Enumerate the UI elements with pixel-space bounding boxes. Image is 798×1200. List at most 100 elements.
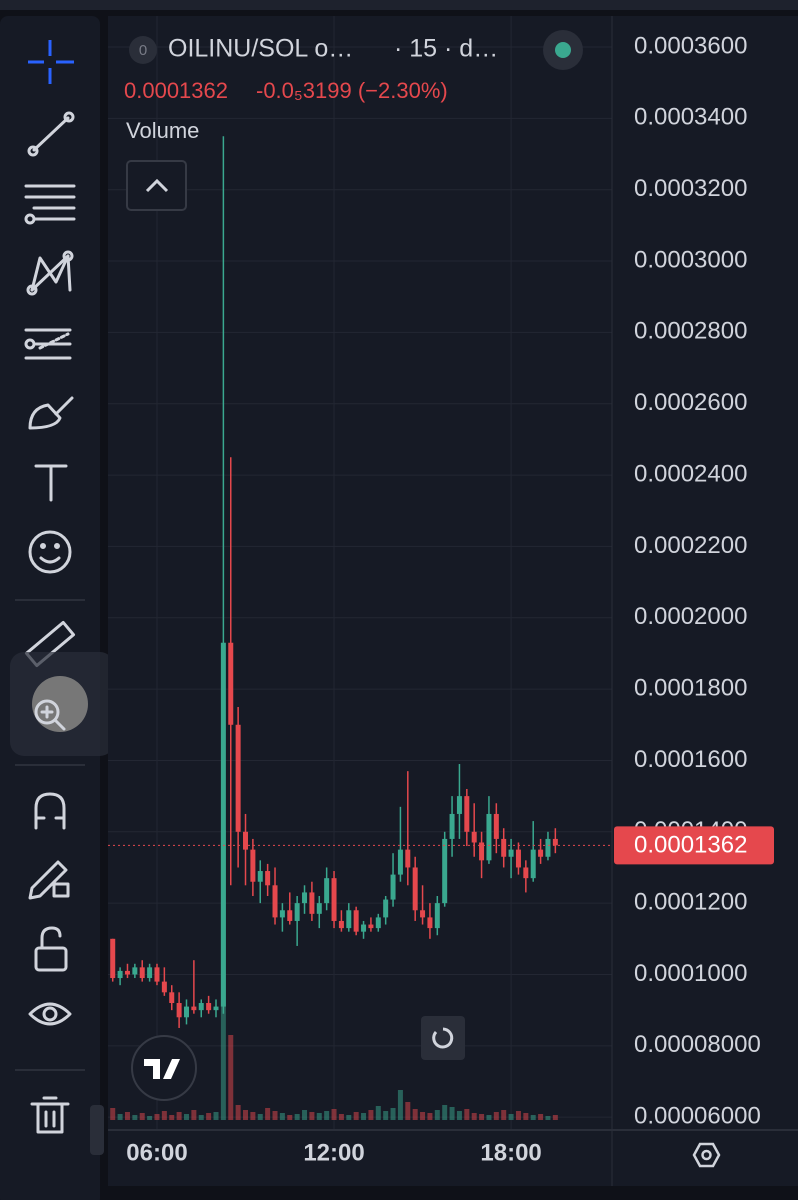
- price-tag-label: 0.0001362: [634, 832, 747, 859]
- candle-body: [228, 642, 234, 725]
- volume-bar: [405, 1102, 411, 1120]
- candle-body: [515, 849, 521, 868]
- candle-body: [243, 831, 249, 850]
- tradingview-logo[interactable]: [131, 1035, 197, 1101]
- candle-body: [132, 967, 138, 975]
- volume-bar: [287, 1115, 293, 1120]
- candle-body: [235, 724, 241, 832]
- x-tick-label: 18:00: [480, 1139, 541, 1166]
- candle-body: [552, 838, 558, 846]
- volume-bar: [316, 1113, 322, 1120]
- volume-bar: [552, 1115, 558, 1120]
- collapse-icon: [145, 178, 169, 193]
- volume-bar: [338, 1114, 344, 1120]
- volume-bar: [147, 1116, 153, 1120]
- candle-body: [316, 903, 322, 914]
- volume-bar: [235, 1105, 241, 1120]
- volume-bar: [213, 1112, 219, 1120]
- volume-bar: [331, 1109, 337, 1120]
- volume-bar: [183, 1114, 189, 1120]
- volume-bar: [420, 1112, 426, 1120]
- y-tick-label: 0.0002800: [634, 318, 747, 345]
- trend-line-tool[interactable]: [27, 111, 75, 157]
- candle-body: [353, 910, 359, 932]
- y-tick-label: 0.00006000: [634, 1103, 761, 1130]
- collapse-toolbar[interactable]: [90, 1105, 104, 1155]
- settings[interactable]: [692, 1142, 721, 1168]
- volume-bar: [272, 1111, 278, 1120]
- volume-bar: [324, 1111, 330, 1120]
- candle-body: [272, 885, 278, 918]
- volume-bar: [243, 1110, 249, 1120]
- prediction-tool[interactable]: [24, 328, 72, 360]
- candle-body: [110, 938, 116, 979]
- candle-body: [169, 992, 175, 1004]
- brush-tool[interactable]: [28, 396, 74, 430]
- top-bar: [0, 0, 798, 10]
- candle-body: [191, 1006, 197, 1011]
- magnet-tool[interactable]: [34, 792, 66, 830]
- pattern-tool[interactable]: [26, 250, 74, 296]
- candle-body: [530, 849, 536, 879]
- symbol[interactable]: OILINU/SOL o…: [168, 35, 353, 63]
- fib-tool[interactable]: [24, 184, 76, 225]
- candle-body: [538, 849, 544, 857]
- candle-body: [493, 813, 499, 839]
- candle-body: [213, 1006, 219, 1011]
- x-tick-label: 12:00: [303, 1139, 364, 1166]
- emoji-tool[interactable]: [28, 530, 72, 574]
- candle-body: [139, 967, 145, 979]
- collapse-legend[interactable]: [126, 160, 187, 211]
- volume-bar: [515, 1111, 521, 1120]
- y-tick-label: 0.0002600: [634, 389, 747, 416]
- y-tick-label: 0.0001200: [634, 888, 747, 915]
- volume-bar: [390, 1108, 396, 1120]
- candle-body: [456, 796, 462, 814]
- candle-body: [124, 970, 130, 975]
- volume-bar: [368, 1110, 374, 1120]
- market-status-dot: [555, 42, 571, 58]
- volume-bar: [456, 1111, 462, 1120]
- y-tick-label: 0.0002400: [634, 460, 747, 487]
- lock-drawing-tool[interactable]: [28, 860, 70, 900]
- candle-body: [147, 967, 153, 979]
- price-change: -0.0₅3199 (−2.30%): [256, 78, 448, 103]
- volume-bar: [471, 1113, 477, 1120]
- y-tick-label: 0.0001800: [634, 674, 747, 701]
- y-tick-label: 0.0001600: [634, 746, 747, 773]
- lock-tool[interactable]: [34, 926, 68, 972]
- volume-bar: [464, 1109, 470, 1120]
- crosshair-tool[interactable]: [28, 40, 74, 84]
- volume-bar: [250, 1112, 256, 1120]
- volume-bar: [309, 1112, 315, 1120]
- volume-bar: [538, 1114, 544, 1120]
- candle-body: [434, 903, 440, 929]
- y-tick-label: 0.0003600: [634, 32, 747, 59]
- volume-bar: [523, 1113, 529, 1120]
- candle-body: [161, 981, 167, 993]
- volume-bar: [412, 1109, 418, 1120]
- volume-bar: [294, 1114, 300, 1120]
- candle-body: [442, 838, 448, 904]
- delete-tool[interactable]: [30, 1096, 70, 1134]
- y-tick-label: 0.0002000: [634, 603, 747, 630]
- candle-body: [324, 878, 330, 904]
- volume-bar: [479, 1114, 485, 1120]
- candle-body: [257, 871, 263, 882]
- reset-chart[interactable]: [421, 1016, 465, 1060]
- candle-body: [302, 892, 308, 904]
- volume-bar: [110, 1108, 116, 1120]
- volume-bar: [508, 1114, 514, 1120]
- interval[interactable]: · 15 · d…: [394, 35, 498, 63]
- zoom-tool[interactable]: [34, 699, 66, 731]
- candle-body: [183, 1006, 189, 1018]
- volume-bar: [361, 1113, 367, 1120]
- volume-bar: [198, 1115, 204, 1120]
- y-tick-label: 0.0002200: [634, 532, 747, 559]
- candle-body: [486, 813, 492, 861]
- text-tool[interactable]: [34, 464, 68, 502]
- volume-bar: [279, 1113, 285, 1120]
- visibility-tool[interactable]: [28, 1002, 72, 1026]
- last-price: 0.0001362: [124, 78, 228, 103]
